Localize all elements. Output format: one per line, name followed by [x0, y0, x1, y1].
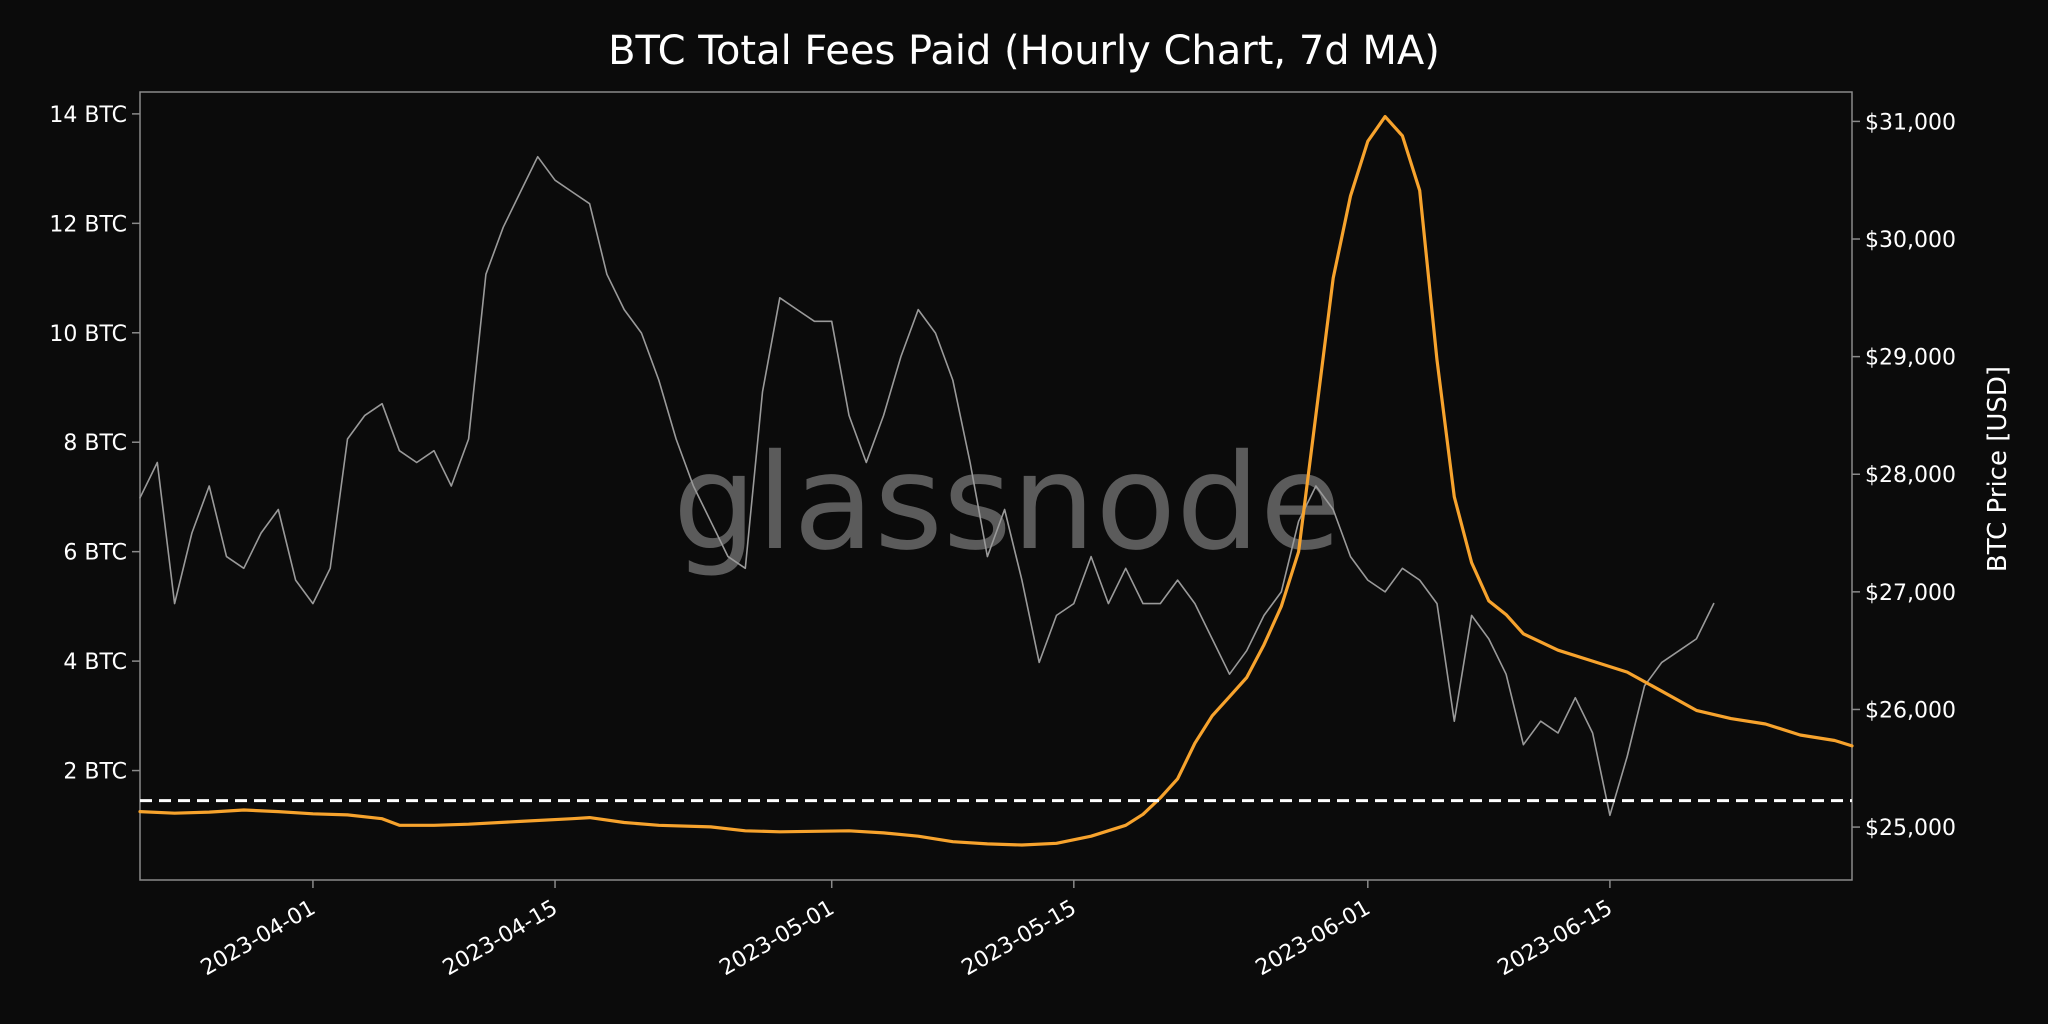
x-tick-label: 2023-04-15	[439, 896, 562, 982]
left-tick-label: 4 BTC	[63, 650, 127, 675]
btc-price-line	[139, 155, 1715, 817]
left-tick-label: 2 BTC	[63, 760, 127, 785]
left-tick-label: 8 BTC	[63, 431, 127, 456]
left-tick-label: 12 BTC	[49, 212, 127, 237]
left-tick-label: 14 BTC	[49, 103, 127, 128]
right-tick-label: $29,000	[1865, 346, 1956, 371]
right-tick-label: $31,000	[1865, 110, 1956, 135]
left-axis: 2 BTC 4 BTC 6 BTC 8 BTC 10 BTC 12 BTC 14 BTC	[49, 103, 140, 785]
total-fees-line	[138, 114, 1854, 847]
chart-title: BTC Total Fees Paid (Hourly Chart, 7d MA…	[608, 28, 1440, 74]
plot-area	[139, 91, 1853, 881]
x-tick-label: 2023-05-01	[715, 896, 838, 982]
right-tick-label: $25,000	[1865, 816, 1956, 841]
x-tick-label: 2023-05-15	[958, 896, 1081, 982]
x-tick-label: 2023-04-01	[197, 896, 320, 982]
x-axis: 2023-04-01 2023-04-15 2023-05-01 2023-05-15…	[197, 880, 1617, 981]
left-tick-label: 6 BTC	[63, 541, 127, 566]
right-tick-label: $27,000	[1865, 581, 1956, 606]
right-tick-label: $28,000	[1865, 463, 1956, 488]
left-tick-label: 10 BTC	[49, 322, 127, 347]
x-tick-label: 2023-06-15	[1494, 896, 1617, 982]
series-layer	[138, 114, 1854, 847]
right-axis: $25,000 $26,000 $27,000 $28,000 $29,000 $30,0…	[1852, 110, 1956, 841]
right-tick-label: $30,000	[1865, 228, 1956, 253]
plot-frame	[139, 91, 1853, 881]
x-tick-label: 2023-06-01	[1252, 896, 1375, 982]
right-tick-label: $26,000	[1865, 698, 1956, 723]
right-axis-label: BTC Price [USD]	[1983, 366, 2013, 572]
watermark-logo: glassnode	[673, 426, 1341, 580]
